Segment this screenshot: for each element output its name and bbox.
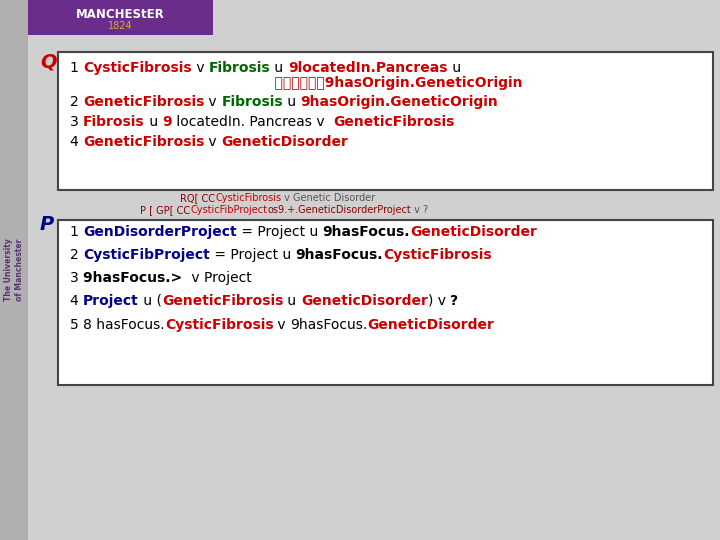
Text: Fibrosis: Fibrosis (222, 95, 283, 109)
Text: 8 hasFocus.: 8 hasFocus. (83, 318, 165, 332)
Text: u: u (145, 115, 162, 129)
Text: The University
of Manchester: The University of Manchester (4, 239, 24, 301)
Text: ?: ? (450, 294, 458, 308)
Text: GeneticFibrosis: GeneticFibrosis (162, 294, 283, 308)
Text: CysticFibrosis: CysticFibrosis (165, 318, 274, 332)
Text: 9locatedIn.Pancreas: 9locatedIn.Pancreas (288, 61, 448, 75)
Text: 9: 9 (162, 115, 172, 129)
Text: RQ[ CC: RQ[ CC (180, 193, 215, 203)
Text: GeneticFibrosis: GeneticFibrosis (83, 135, 204, 149)
Text: 9hasOrigin.GeneticOrigin: 9hasOrigin.GeneticOrigin (301, 95, 498, 109)
Text: u: u (283, 294, 301, 308)
Text: 9hasFocus.: 9hasFocus. (290, 318, 368, 332)
Text: GeneticDisorder: GeneticDisorder (222, 135, 348, 149)
Text: 4: 4 (70, 294, 83, 308)
FancyBboxPatch shape (58, 52, 713, 190)
Text: u: u (448, 61, 461, 75)
Text: CysticFibrosis: CysticFibrosis (383, 248, 492, 262)
Bar (28, 0, 213, 35)
Text: 1: 1 (70, 61, 84, 75)
Text: GeneticFibrosis: GeneticFibrosis (333, 115, 454, 129)
Text: 9hasFocus.: 9hasFocus. (323, 225, 410, 239)
Text: CysticFibProject: CysticFibProject (83, 248, 210, 262)
Text: 2: 2 (70, 95, 83, 109)
Text: 3: 3 (70, 271, 83, 285)
Text: u (: u ( (139, 294, 162, 308)
Text: 9hasOrigin.GeneticOrigin: 9hasOrigin.GeneticOrigin (255, 76, 523, 90)
Text: CysticFibProject: CysticFibProject (190, 205, 267, 215)
Text: 2: 2 (70, 248, 83, 262)
Text: 9hasFocus.>: 9hasFocus.> (83, 271, 187, 285)
Text: ) v: ) v (428, 294, 450, 308)
Text: GenDisorderProject: GenDisorderProject (84, 225, 237, 239)
Text: v: v (204, 135, 222, 149)
Text: 9hasFocus.: 9hasFocus. (295, 248, 383, 262)
Text: MANCHEStER: MANCHEStER (76, 8, 164, 21)
FancyBboxPatch shape (58, 220, 713, 385)
Text: v: v (274, 318, 290, 332)
Text: v ?: v ? (411, 205, 428, 215)
Text: GeneticDisorder: GeneticDisorder (301, 294, 428, 308)
Text: v Project: v Project (187, 271, 252, 285)
Text: v Genetic Disorder: v Genetic Disorder (281, 193, 375, 203)
Text: 5: 5 (70, 318, 83, 332)
Text: v: v (192, 61, 209, 75)
Text: GeneticFibrosis: GeneticFibrosis (83, 95, 204, 109)
Text: u: u (283, 95, 301, 109)
Text: P: P (40, 215, 54, 234)
Text: u: u (271, 61, 288, 75)
Text: CysticFibrosis: CysticFibrosis (215, 193, 281, 203)
Text: CysticFibrosis: CysticFibrosis (84, 61, 192, 75)
Text: v: v (204, 95, 222, 109)
Text: = Project u: = Project u (210, 248, 295, 262)
Text: Fibrosis: Fibrosis (83, 115, 145, 129)
Text: 3: 3 (70, 115, 83, 129)
Bar (0, 0, 28, 540)
Text: Fibrosis: Fibrosis (209, 61, 271, 75)
Text: = Project u: = Project u (237, 225, 323, 239)
Text: v: v (312, 115, 333, 129)
Text: P [ GP[ CC: P [ GP[ CC (140, 205, 190, 215)
Text: GeneticDisorder: GeneticDisorder (368, 318, 495, 332)
Text: Project: Project (83, 294, 139, 308)
Text: Q: Q (40, 52, 57, 71)
Text: 4: 4 (70, 135, 83, 149)
Text: 1: 1 (70, 225, 84, 239)
Text: os9.+.GeneticDisorderProject: os9.+.GeneticDisorderProject (267, 205, 411, 215)
Text: locatedIn. Pancreas: locatedIn. Pancreas (172, 115, 312, 129)
Text: GeneticDisorder: GeneticDisorder (410, 225, 537, 239)
Text: 1824: 1824 (108, 21, 132, 31)
